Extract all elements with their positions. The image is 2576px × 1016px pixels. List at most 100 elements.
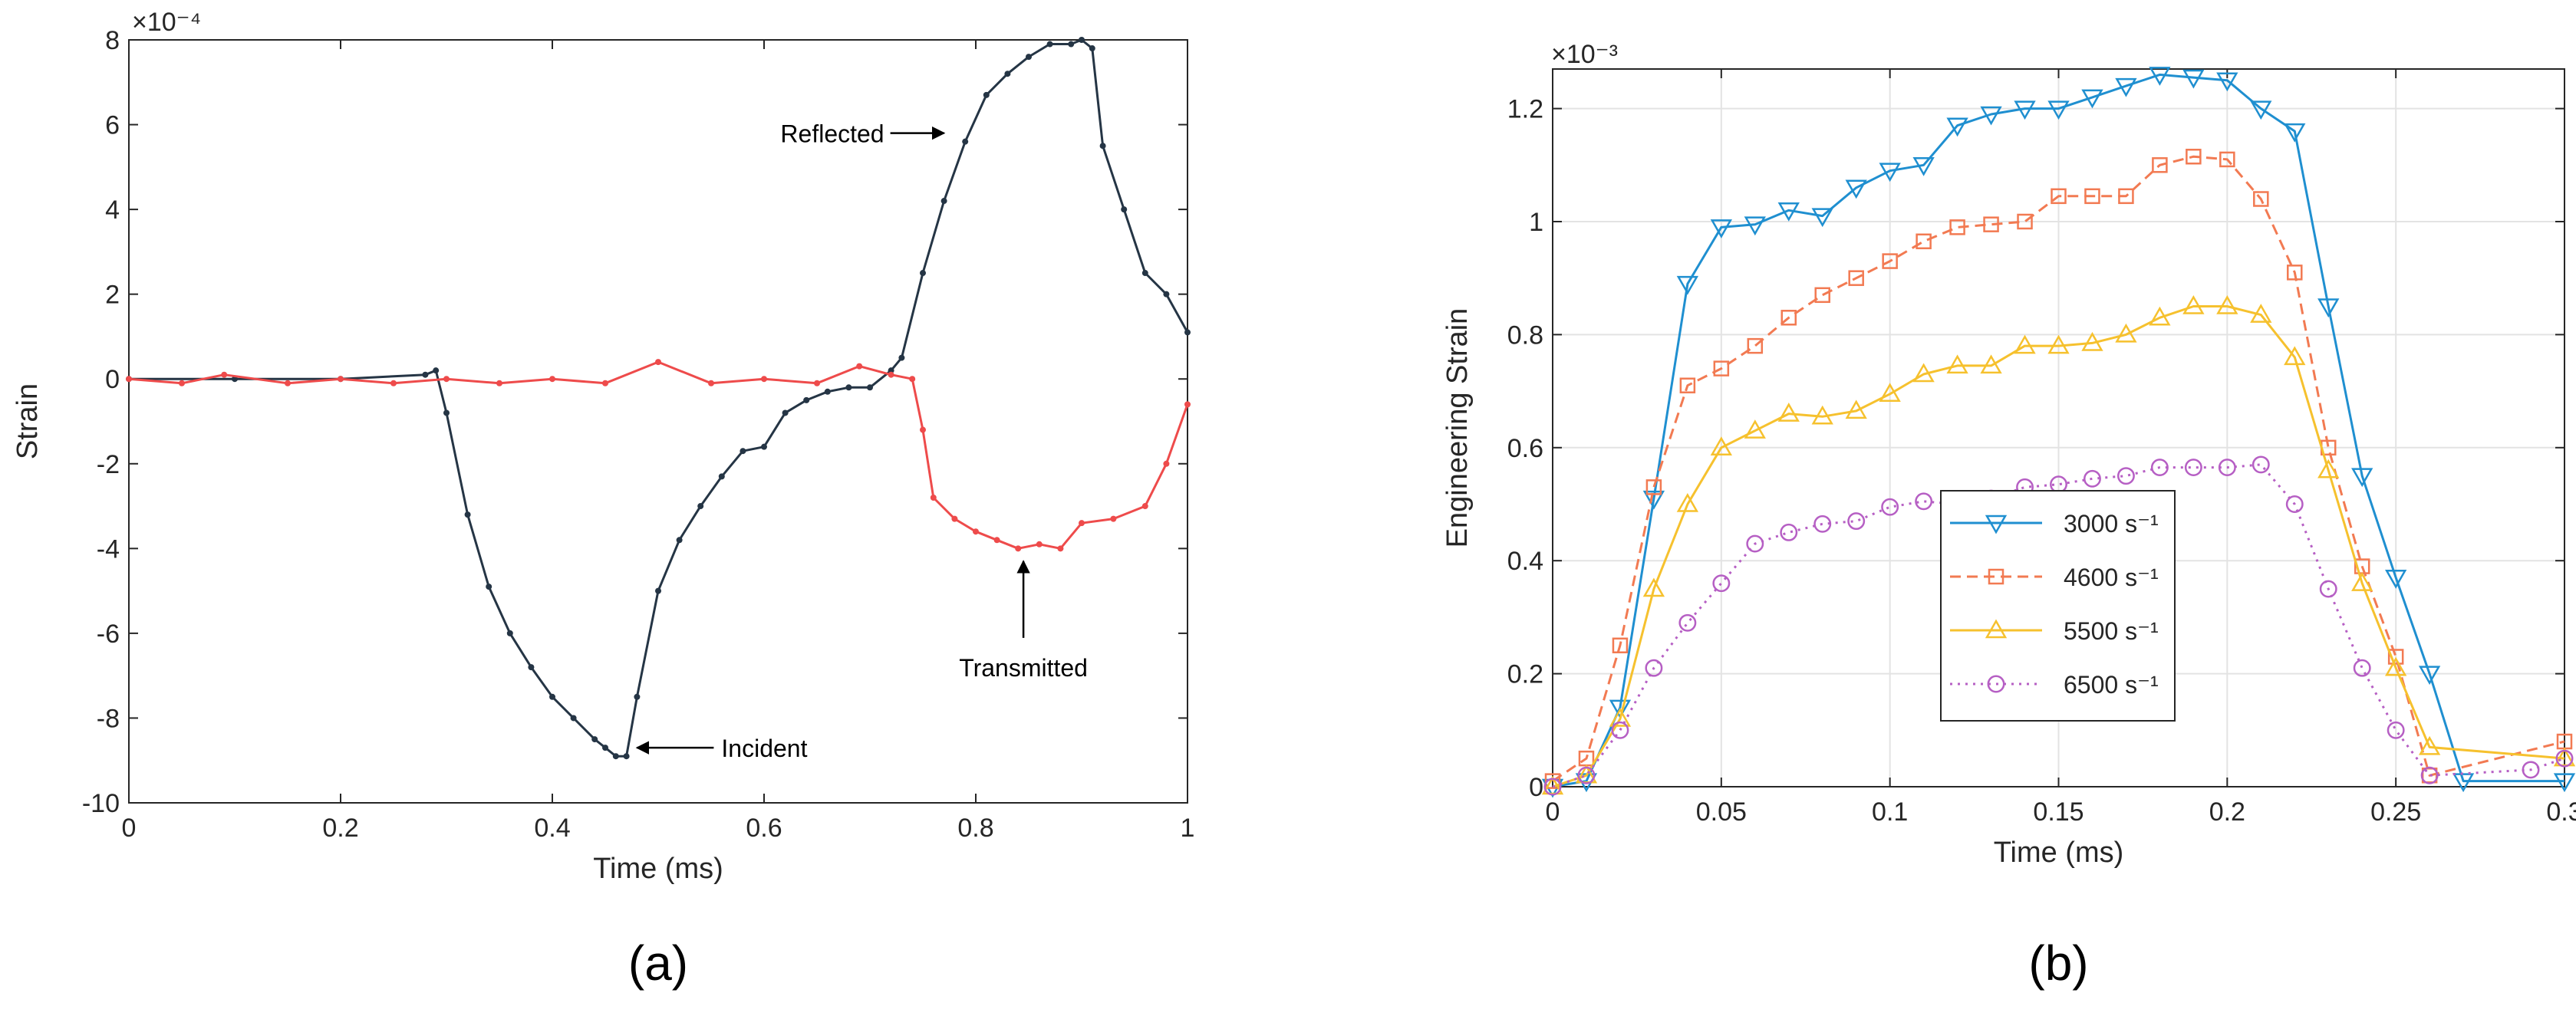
square-marker — [1983, 216, 1999, 232]
triangle-up-marker — [2115, 323, 2137, 343]
data-point — [1079, 520, 1085, 527]
y-tick-label: 0 — [1529, 773, 1543, 802]
data-point — [549, 376, 555, 383]
x-tick-label: 0.15 — [2033, 797, 2084, 827]
x-axis-label: Time (ms) — [1994, 837, 2124, 869]
data-point — [951, 515, 958, 522]
y-tick-label: 0 — [105, 365, 120, 394]
square-marker — [2118, 188, 2134, 205]
data-point — [433, 367, 440, 374]
circle-marker — [2184, 459, 2202, 477]
y-tick-label: -6 — [97, 620, 120, 649]
annotation-2: Transmitted — [959, 560, 1088, 682]
triangle-up-marker — [2047, 334, 2070, 354]
x-tick-label: 1 — [1181, 814, 1195, 843]
circle-marker — [1678, 613, 1697, 632]
x-tick-label: 0.3 — [2546, 797, 2576, 827]
data-point — [814, 380, 820, 386]
triangle-down-marker — [1744, 216, 1766, 236]
y-tick-label: 0.6 — [1507, 434, 1543, 463]
data-point — [930, 495, 937, 501]
triangle-down-marker — [2317, 298, 2340, 318]
data-point — [126, 376, 132, 383]
square-marker — [1882, 253, 1898, 269]
triangle-down-marker — [2250, 100, 2272, 120]
y-tick-label: 0.4 — [1507, 547, 1543, 576]
y-tick-label: 0.2 — [1507, 660, 1543, 689]
triangle-up-marker — [1946, 354, 1968, 374]
legend-box — [1940, 490, 2176, 722]
x-tick-label: 0 — [1546, 797, 1560, 827]
circle-marker — [1712, 574, 1731, 593]
x-tick-label: 0.2 — [322, 814, 358, 843]
triangle-down-marker — [1980, 106, 2002, 126]
data-point — [697, 503, 704, 510]
circle-marker — [2420, 766, 2439, 784]
triangle-down-marker — [1811, 208, 1833, 228]
triangle-up-marker — [1980, 354, 2002, 374]
annotation-label: Reflected — [780, 120, 884, 148]
data-point — [940, 198, 947, 205]
square-marker — [1544, 773, 1561, 789]
triangle-down-marker — [2182, 69, 2205, 89]
triangle-down-marker — [2452, 773, 2475, 793]
circle-marker — [2150, 459, 2169, 477]
data-point — [761, 443, 767, 450]
chart-a: 0 0.2 0.4 0.6 0.8 1 -10 -8 -6 -4 -2 0 2 4 6 8 ×10⁻⁴ Time … — [12, 8, 1194, 991]
legend-label: 4600 s⁻¹ — [2064, 564, 2159, 591]
series-line-0 — [1552, 73, 2564, 788]
data-point — [612, 753, 619, 760]
circle-marker — [2116, 467, 2135, 485]
data-point — [803, 396, 810, 403]
data-point — [1141, 503, 1148, 510]
square-marker — [1747, 337, 1764, 354]
triangle-down-marker — [1985, 515, 2008, 534]
chart-b: 0 0.05 0.1 0.15 0.2 0.25 0.3 0 0.2 0.4 0.6 0.8 1 1.2 ×… — [1441, 40, 2576, 991]
circle-marker — [1611, 721, 1629, 739]
data-point — [338, 376, 344, 383]
square-marker — [1713, 360, 1730, 376]
y-tick-label: 6 — [105, 111, 120, 140]
triangle-down-marker — [2284, 123, 2306, 143]
triangle-up-marker — [1710, 436, 1732, 456]
legend-label: 5500 s⁻¹ — [2064, 617, 2159, 645]
data-point — [655, 587, 661, 594]
data-point — [528, 664, 535, 671]
triangle-up-marker — [2216, 295, 2238, 314]
circle-marker — [2319, 580, 2337, 598]
triangle-up-marker — [2014, 334, 2036, 354]
triangle-down-marker — [2418, 666, 2441, 686]
y-tick-label: 1 — [1529, 208, 1543, 237]
circle-marker — [1915, 492, 1933, 511]
data-point — [422, 371, 429, 378]
annotation-label: Incident — [721, 735, 807, 762]
data-point — [285, 380, 291, 386]
square-marker — [1645, 479, 1662, 495]
square-marker — [2253, 191, 2269, 207]
y-tick-label: 0.8 — [1507, 321, 1543, 350]
circle-marker — [2387, 721, 2405, 739]
square-marker — [1612, 637, 1629, 653]
x-axis-label: Time (ms) — [593, 853, 723, 885]
panel-label: (b) — [2028, 935, 2088, 991]
data-point — [983, 91, 990, 98]
square-marker — [2186, 148, 2202, 165]
data-point — [570, 715, 577, 722]
triangle-down-marker — [1609, 699, 1632, 719]
data-point — [1163, 291, 1170, 298]
data-point — [898, 354, 905, 361]
triangle-up-marker — [2250, 304, 2272, 323]
circle-marker — [1813, 515, 1832, 533]
triangle-down-marker — [2047, 100, 2070, 120]
triangle-up-marker — [1985, 619, 2008, 639]
data-point — [221, 371, 228, 378]
circle-marker — [1881, 498, 1899, 516]
y-tick-label: 4 — [105, 196, 120, 225]
y-tick-label: 8 — [105, 26, 120, 55]
data-point — [1015, 545, 1022, 552]
series-line-2 — [1552, 305, 2565, 788]
square-marker — [1916, 233, 1932, 250]
triangle-up-marker — [2182, 295, 2205, 314]
